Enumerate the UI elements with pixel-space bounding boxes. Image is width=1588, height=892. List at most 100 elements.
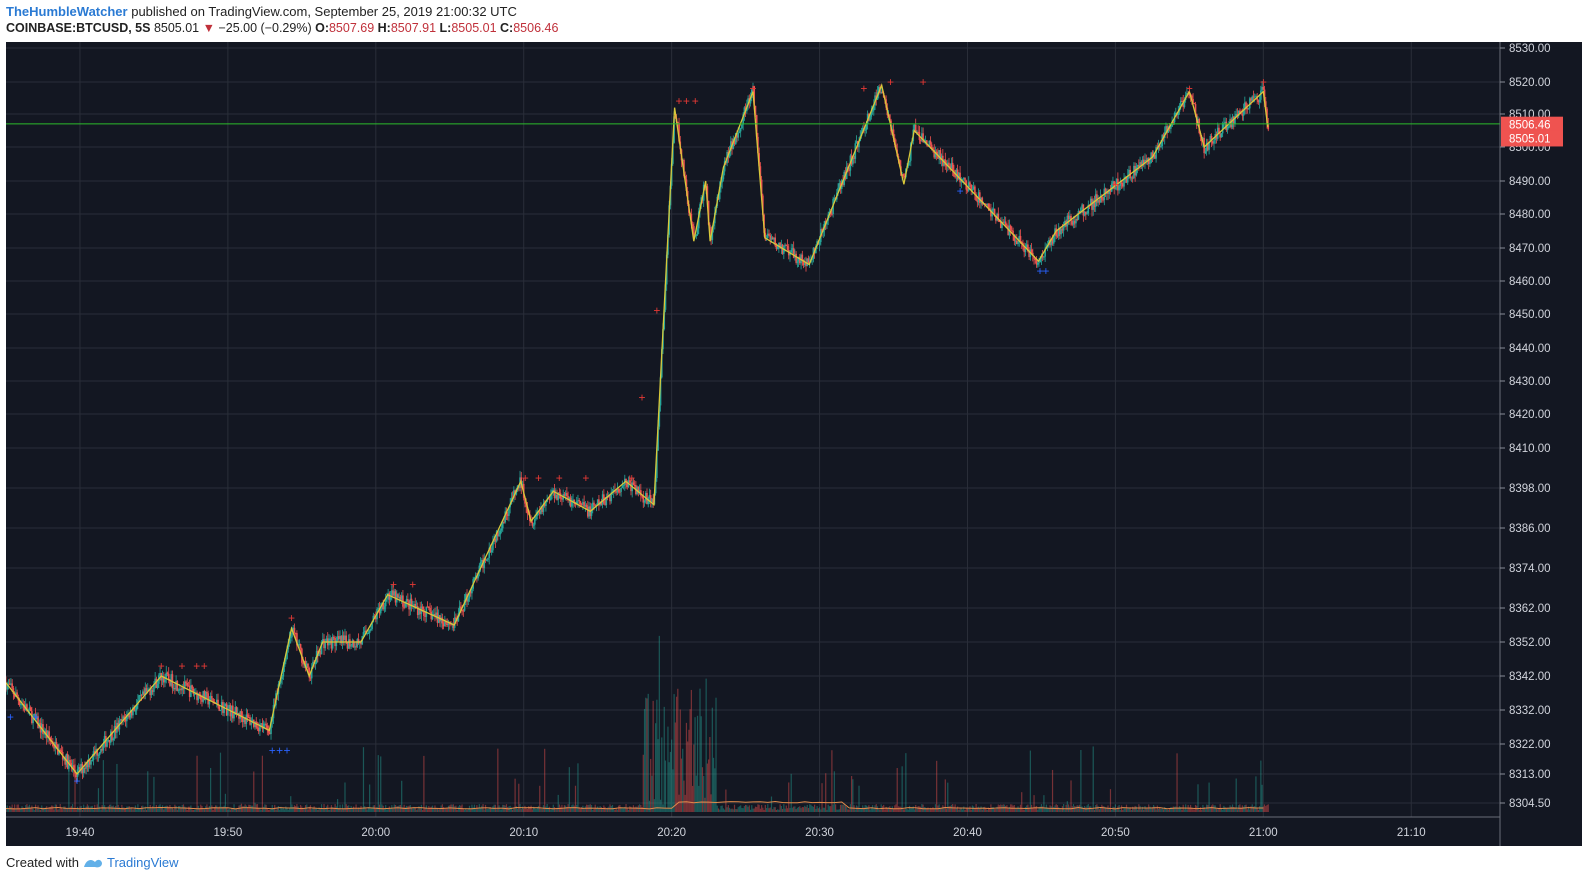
candle-body [97, 755, 100, 757]
candle-body [112, 738, 115, 741]
volume-bar [187, 806, 190, 812]
candle-body [554, 494, 557, 499]
volume-bar [885, 806, 887, 812]
candle-body [59, 749, 62, 751]
volume-bar [722, 808, 725, 812]
price-axis[interactable]: 8530.008520.008510.008500.008490.008480.… [1499, 42, 1563, 846]
volume-bar [1128, 807, 1130, 812]
volume-bar [1091, 809, 1093, 812]
volume-bar [288, 807, 291, 812]
published-text: published on TradingView.com, September … [131, 4, 517, 19]
candle-body [1057, 228, 1060, 237]
time-axis[interactable]: 19:40 19:50 20:00 20:10 20:20 20:30 20:40 20:50… [6, 816, 1500, 839]
volume-bar [37, 805, 39, 812]
volume-bar [851, 776, 853, 812]
candle-body [642, 495, 645, 503]
volume-bar [414, 807, 416, 812]
candle-body [605, 496, 608, 505]
candle-body [207, 693, 209, 705]
volume-bar [1228, 808, 1230, 812]
candle-body [204, 691, 207, 701]
buy-signal-marker: + [32, 710, 39, 724]
candle-body [902, 174, 905, 177]
price-chart[interactable]: + + + +++ ++ + + + ++ + ++ + + + + +++++ +++ + ++++ 8530.0… [5, 42, 1582, 846]
volume-bar [168, 806, 170, 812]
candle-body [1242, 109, 1245, 116]
candle-body [1035, 260, 1038, 265]
volume-bar [828, 806, 831, 812]
volume-bar [790, 773, 792, 812]
candle-body [779, 242, 781, 249]
author-name[interactable]: TheHumbleWatcher [6, 4, 128, 19]
candle-body [1246, 108, 1249, 110]
tradingview-logo-icon [83, 859, 102, 867]
candle-body [299, 644, 302, 649]
volume-bar [33, 809, 35, 812]
candle-body [1107, 191, 1109, 194]
volume-bar [731, 808, 733, 812]
tradingview-link[interactable]: TradingView [106, 855, 179, 870]
candle-body [1101, 195, 1103, 200]
candle-body [755, 115, 758, 137]
candle-body [795, 253, 797, 263]
candle-body [1085, 211, 1087, 215]
candle-body [632, 482, 635, 485]
volume-bar [578, 807, 580, 812]
volume-bar [270, 808, 272, 812]
price-change: −25.00 (−0.29%) [218, 21, 312, 35]
volume-bar [217, 807, 219, 812]
volume-bar [343, 808, 345, 812]
candle-body [347, 639, 350, 649]
volume-bar [858, 785, 860, 812]
volume-bar [599, 806, 601, 812]
candle-body [378, 608, 381, 614]
candle-body [538, 511, 541, 514]
time-tick-label: 19:50 [213, 827, 242, 839]
volume-bar [54, 804, 56, 812]
candle-body [488, 547, 491, 558]
candle-body [1154, 155, 1156, 159]
candle-body [285, 659, 287, 662]
volume-bar [985, 808, 987, 812]
volume-bar [859, 808, 861, 812]
volume-bar [1266, 804, 1268, 812]
volume-bar [763, 809, 765, 812]
close-value: 8506.46 [513, 21, 559, 35]
candle-body [569, 497, 572, 507]
volume-bar [1039, 806, 1041, 812]
candle-body [1128, 169, 1130, 176]
volume-bar [1024, 806, 1027, 812]
volume-bar [163, 809, 165, 812]
candle-body [162, 676, 165, 683]
volume-bar [1098, 809, 1100, 812]
candle-body [100, 748, 102, 753]
volume-bar [302, 809, 304, 812]
candle-body [259, 723, 261, 732]
sell-signal-marker: + [860, 81, 867, 95]
candle-body [478, 565, 481, 573]
volume-bar [799, 806, 801, 812]
candle-body [783, 246, 785, 254]
chart-container[interactable]: + + + + + + + + + + + + + + + + + + + + + + + + + + + + + + + + + 8530.0… [5, 42, 1582, 846]
candle-body [177, 689, 180, 691]
candle-body [981, 197, 984, 205]
volume-bar [869, 809, 871, 812]
candle-body [630, 482, 632, 492]
volume-bar [796, 807, 798, 812]
candle-body [983, 203, 986, 205]
volume-bar [948, 806, 950, 812]
volume-bar [756, 806, 758, 812]
candle-body [456, 619, 458, 622]
candle-body [946, 162, 949, 167]
volume-bar [600, 807, 602, 812]
volume-bar [995, 808, 997, 812]
candle-body [1179, 100, 1182, 106]
candle-body [622, 484, 625, 486]
volume-bar [372, 805, 374, 812]
candle-body [101, 748, 103, 751]
candle-body [156, 683, 159, 688]
candle-body [558, 492, 561, 494]
price-tick-label: 8440.00 [1509, 343, 1551, 355]
volume-bar [1241, 805, 1243, 812]
volume-bar [140, 805, 143, 812]
